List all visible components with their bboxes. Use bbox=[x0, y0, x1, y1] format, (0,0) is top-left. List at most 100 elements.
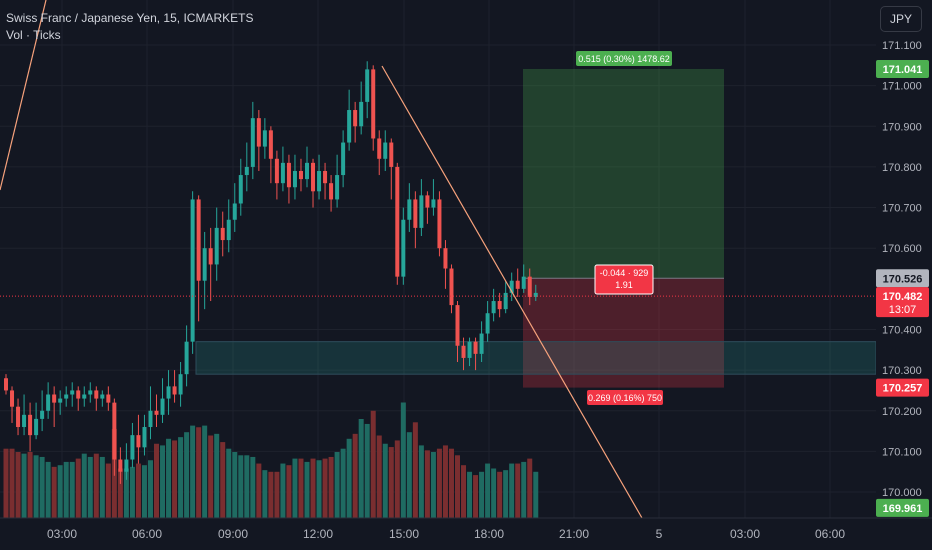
candle-body bbox=[172, 386, 177, 395]
volume-bar bbox=[448, 448, 454, 518]
volume-bar bbox=[388, 447, 394, 518]
chart-legend: Swiss Franc / Japanese Yen, 15, ICMARKET… bbox=[6, 10, 253, 44]
candle-body bbox=[329, 183, 334, 200]
candle-body bbox=[473, 341, 478, 354]
volume-bar bbox=[39, 456, 45, 518]
price-badge bbox=[876, 59, 929, 78]
volume-bar bbox=[455, 455, 460, 518]
price-tick-label: 170.900 bbox=[882, 121, 922, 133]
volume-bar bbox=[406, 432, 412, 518]
volume-bar bbox=[262, 470, 268, 518]
volume-bar bbox=[304, 461, 310, 518]
volume-bar bbox=[178, 437, 184, 518]
price-axis[interactable]: 171.100 171.000 170.900 170.800 170.700 170.6… bbox=[876, 0, 932, 550]
candle-body bbox=[509, 280, 514, 293]
time-axis[interactable]: 03:00 06:00 09:00 12:00 15:00 18:00 21:00 5 03:0… bbox=[0, 517, 932, 550]
volume-bar bbox=[208, 435, 214, 518]
volume-bar bbox=[442, 445, 448, 518]
volume-bar bbox=[322, 458, 328, 518]
time-tick-label: 09:00 bbox=[218, 527, 248, 541]
trend-line-up[interactable] bbox=[0, 0, 47, 191]
volume-bar bbox=[196, 427, 202, 518]
volume-bar bbox=[172, 440, 178, 518]
target-label-bg bbox=[576, 51, 672, 66]
trend-lines[interactable] bbox=[0, 0, 876, 519]
volume-bar bbox=[376, 435, 382, 518]
volume-bar bbox=[382, 443, 388, 518]
position-labels: 0.515 (0.30%) 1478.62 -0.044 · 929 1.91 0.2… bbox=[576, 51, 672, 405]
volume-bar bbox=[346, 438, 352, 518]
price-badge-text: 170.526 bbox=[883, 273, 923, 285]
candle-body bbox=[238, 175, 243, 204]
price-badge bbox=[876, 498, 929, 517]
price-tick-label: 170.700 bbox=[882, 203, 922, 215]
volume-bar bbox=[45, 461, 51, 518]
candle-body bbox=[196, 199, 201, 281]
candle-body bbox=[377, 138, 382, 159]
candle-body bbox=[16, 406, 21, 428]
candle-body bbox=[262, 130, 267, 147]
volume-bar bbox=[436, 448, 442, 518]
candle-body bbox=[40, 410, 45, 419]
volume-bar bbox=[190, 425, 196, 518]
volume-bar bbox=[316, 460, 322, 518]
candle-body bbox=[335, 175, 340, 200]
support-rectangle[interactable] bbox=[195, 341, 877, 375]
volume-bar bbox=[358, 419, 364, 518]
candle-body bbox=[479, 333, 484, 354]
candle-body bbox=[443, 248, 448, 269]
candle-body bbox=[383, 142, 388, 159]
candle-body bbox=[34, 418, 39, 436]
price-tick-label: 170.300 bbox=[882, 365, 922, 377]
volume-bar bbox=[135, 463, 141, 518]
candle-body bbox=[455, 305, 460, 346]
candle-body bbox=[292, 170, 297, 188]
candle-body bbox=[461, 345, 466, 358]
time-tick-label: 12:00 bbox=[303, 527, 333, 541]
volume-bar bbox=[370, 410, 376, 518]
profit-zone[interactable] bbox=[523, 68, 724, 279]
candle-body bbox=[76, 390, 81, 399]
volume-bar bbox=[63, 461, 69, 518]
volume-bar bbox=[430, 452, 436, 518]
long-position-tool[interactable] bbox=[523, 68, 724, 388]
volume-bar bbox=[117, 468, 123, 518]
volume-bar bbox=[527, 458, 533, 518]
candle-body bbox=[46, 394, 51, 411]
candle-body bbox=[22, 414, 27, 428]
candle-body bbox=[178, 374, 183, 395]
candle-body bbox=[371, 69, 376, 139]
candle-body bbox=[521, 276, 526, 289]
candle-body bbox=[341, 142, 346, 176]
volume-bar bbox=[93, 453, 99, 518]
candle-body bbox=[58, 398, 63, 403]
candle-body bbox=[527, 276, 532, 297]
volume-indicator-label[interactable]: Vol · Ticks bbox=[6, 28, 61, 42]
volume-bar bbox=[244, 455, 250, 518]
symbol-title[interactable]: Swiss Franc / Japanese Yen, 15, ICMARKET… bbox=[6, 11, 254, 25]
volume-bar bbox=[238, 455, 244, 518]
candle-body bbox=[305, 162, 309, 180]
candle-body bbox=[353, 110, 358, 127]
volume-bar bbox=[154, 443, 159, 518]
support-zone[interactable] bbox=[195, 341, 877, 375]
volume-bar bbox=[280, 463, 286, 518]
time-tick-label: 18:00 bbox=[474, 527, 504, 541]
candle-body bbox=[268, 130, 273, 159]
price-badge-text: 170.257 bbox=[883, 383, 923, 395]
candle-body bbox=[52, 394, 57, 403]
time-tick-label: 21:00 bbox=[559, 527, 589, 541]
candle-body bbox=[208, 248, 213, 265]
candle-body bbox=[94, 390, 99, 399]
time-tick-label: 03:00 bbox=[47, 527, 77, 541]
volume-bar bbox=[9, 448, 15, 518]
trend-line-down[interactable] bbox=[381, 65, 643, 519]
volume-bar bbox=[184, 432, 190, 518]
stop-label: 0.269 (0.16%) 750 bbox=[587, 390, 663, 405]
currency-button[interactable]: JPY bbox=[880, 6, 922, 32]
target-label: 0.515 (0.30%) 1478.62 bbox=[576, 51, 672, 66]
pnl-label: -0.044 · 929 1.91 bbox=[594, 264, 654, 295]
candle-body bbox=[4, 378, 8, 391]
candle-body bbox=[112, 402, 117, 460]
